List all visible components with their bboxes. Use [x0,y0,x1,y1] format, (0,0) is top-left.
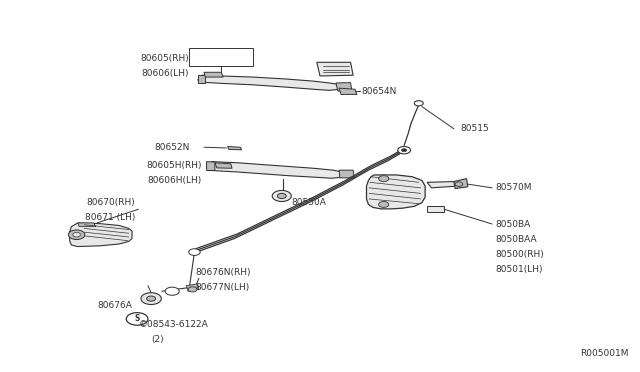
Circle shape [397,147,410,154]
Polygon shape [339,170,355,178]
Circle shape [189,249,200,256]
Polygon shape [78,223,96,227]
Circle shape [414,101,423,106]
Circle shape [188,287,197,292]
Text: 80605H(RH): 80605H(RH) [147,161,202,170]
Polygon shape [215,163,232,168]
Text: 80606(LH): 80606(LH) [142,69,189,78]
Circle shape [379,176,389,182]
Polygon shape [427,182,459,188]
Polygon shape [198,75,205,83]
Circle shape [68,230,85,240]
Text: 80606H(LH): 80606H(LH) [148,176,202,185]
Circle shape [165,287,179,295]
Polygon shape [207,161,346,178]
Circle shape [401,149,406,152]
Circle shape [126,312,148,325]
Polygon shape [317,62,353,76]
Text: S: S [134,314,140,323]
Text: 80677N(LH): 80677N(LH) [196,283,250,292]
Text: 8050BAA: 8050BAA [495,235,537,244]
Circle shape [272,190,291,202]
Text: 80676A: 80676A [97,301,132,311]
Text: 8050BA: 8050BA [495,220,531,229]
Polygon shape [70,223,132,247]
Text: R005001M: R005001M [580,349,629,358]
Circle shape [455,182,463,186]
Text: 80570M: 80570M [495,183,532,192]
Text: (2): (2) [151,335,164,344]
Text: 80671 (LH): 80671 (LH) [85,213,135,222]
Polygon shape [367,175,425,209]
Text: 80501(LH): 80501(LH) [495,264,543,273]
Polygon shape [189,48,253,66]
Circle shape [73,232,81,237]
Polygon shape [204,72,223,77]
Circle shape [147,296,156,301]
Polygon shape [454,179,468,189]
Polygon shape [336,83,352,91]
Text: 80550A: 80550A [291,198,326,207]
Polygon shape [427,206,444,212]
Circle shape [141,293,161,305]
Text: 80670(RH): 80670(RH) [86,198,135,207]
Polygon shape [186,284,199,291]
Text: 80515: 80515 [460,124,489,133]
Text: 80654N: 80654N [362,87,397,96]
Text: 80605(RH): 80605(RH) [141,54,189,63]
Circle shape [277,193,286,199]
Circle shape [379,202,389,208]
Text: ©08543-6122A: ©08543-6122A [138,320,208,329]
Text: 80500(RH): 80500(RH) [495,250,544,259]
Polygon shape [207,161,215,170]
Text: 80652N: 80652N [154,143,189,152]
Text: 80676N(RH): 80676N(RH) [196,268,252,277]
Polygon shape [339,88,357,94]
Polygon shape [198,75,342,90]
Polygon shape [228,147,242,150]
